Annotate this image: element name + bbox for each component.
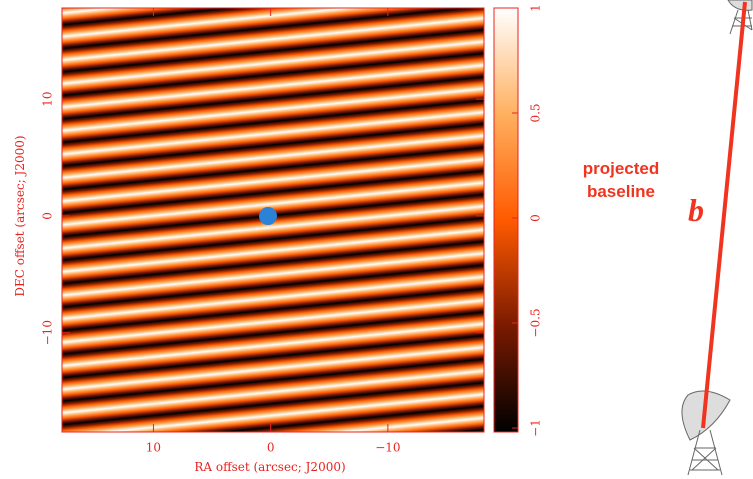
x-axis-label: RA offset (arcsec; J2000) [194, 460, 345, 474]
plot-frame [61, 7, 485, 433]
annotation: projected [583, 159, 660, 178]
colorbar-tick-label: −1 [529, 419, 543, 437]
antenna-top [727, 0, 753, 35]
x-tick-label: 0 [267, 441, 275, 455]
colorbar [493, 7, 519, 433]
colorbar-tick-label: 1 [529, 4, 543, 12]
colorbar-tick-label: 0 [529, 214, 543, 222]
baseline-symbol: b [688, 192, 704, 228]
colorbar-tick-label: −0.5 [529, 308, 543, 337]
y-tick-label: 0 [41, 212, 55, 220]
y-tick-label: 10 [41, 91, 55, 106]
baseline-arrow [701, 1, 747, 429]
phase-center [259, 207, 277, 225]
colorbar-tick-label: 0.5 [529, 103, 543, 122]
y-axis-label: DEC offset (arcsec; J2000) [13, 135, 27, 296]
y-tick-label: −10 [41, 320, 55, 345]
x-tick-label: 10 [146, 441, 161, 455]
annotation: baseline [587, 182, 655, 201]
x-tick-label: −10 [375, 441, 400, 455]
